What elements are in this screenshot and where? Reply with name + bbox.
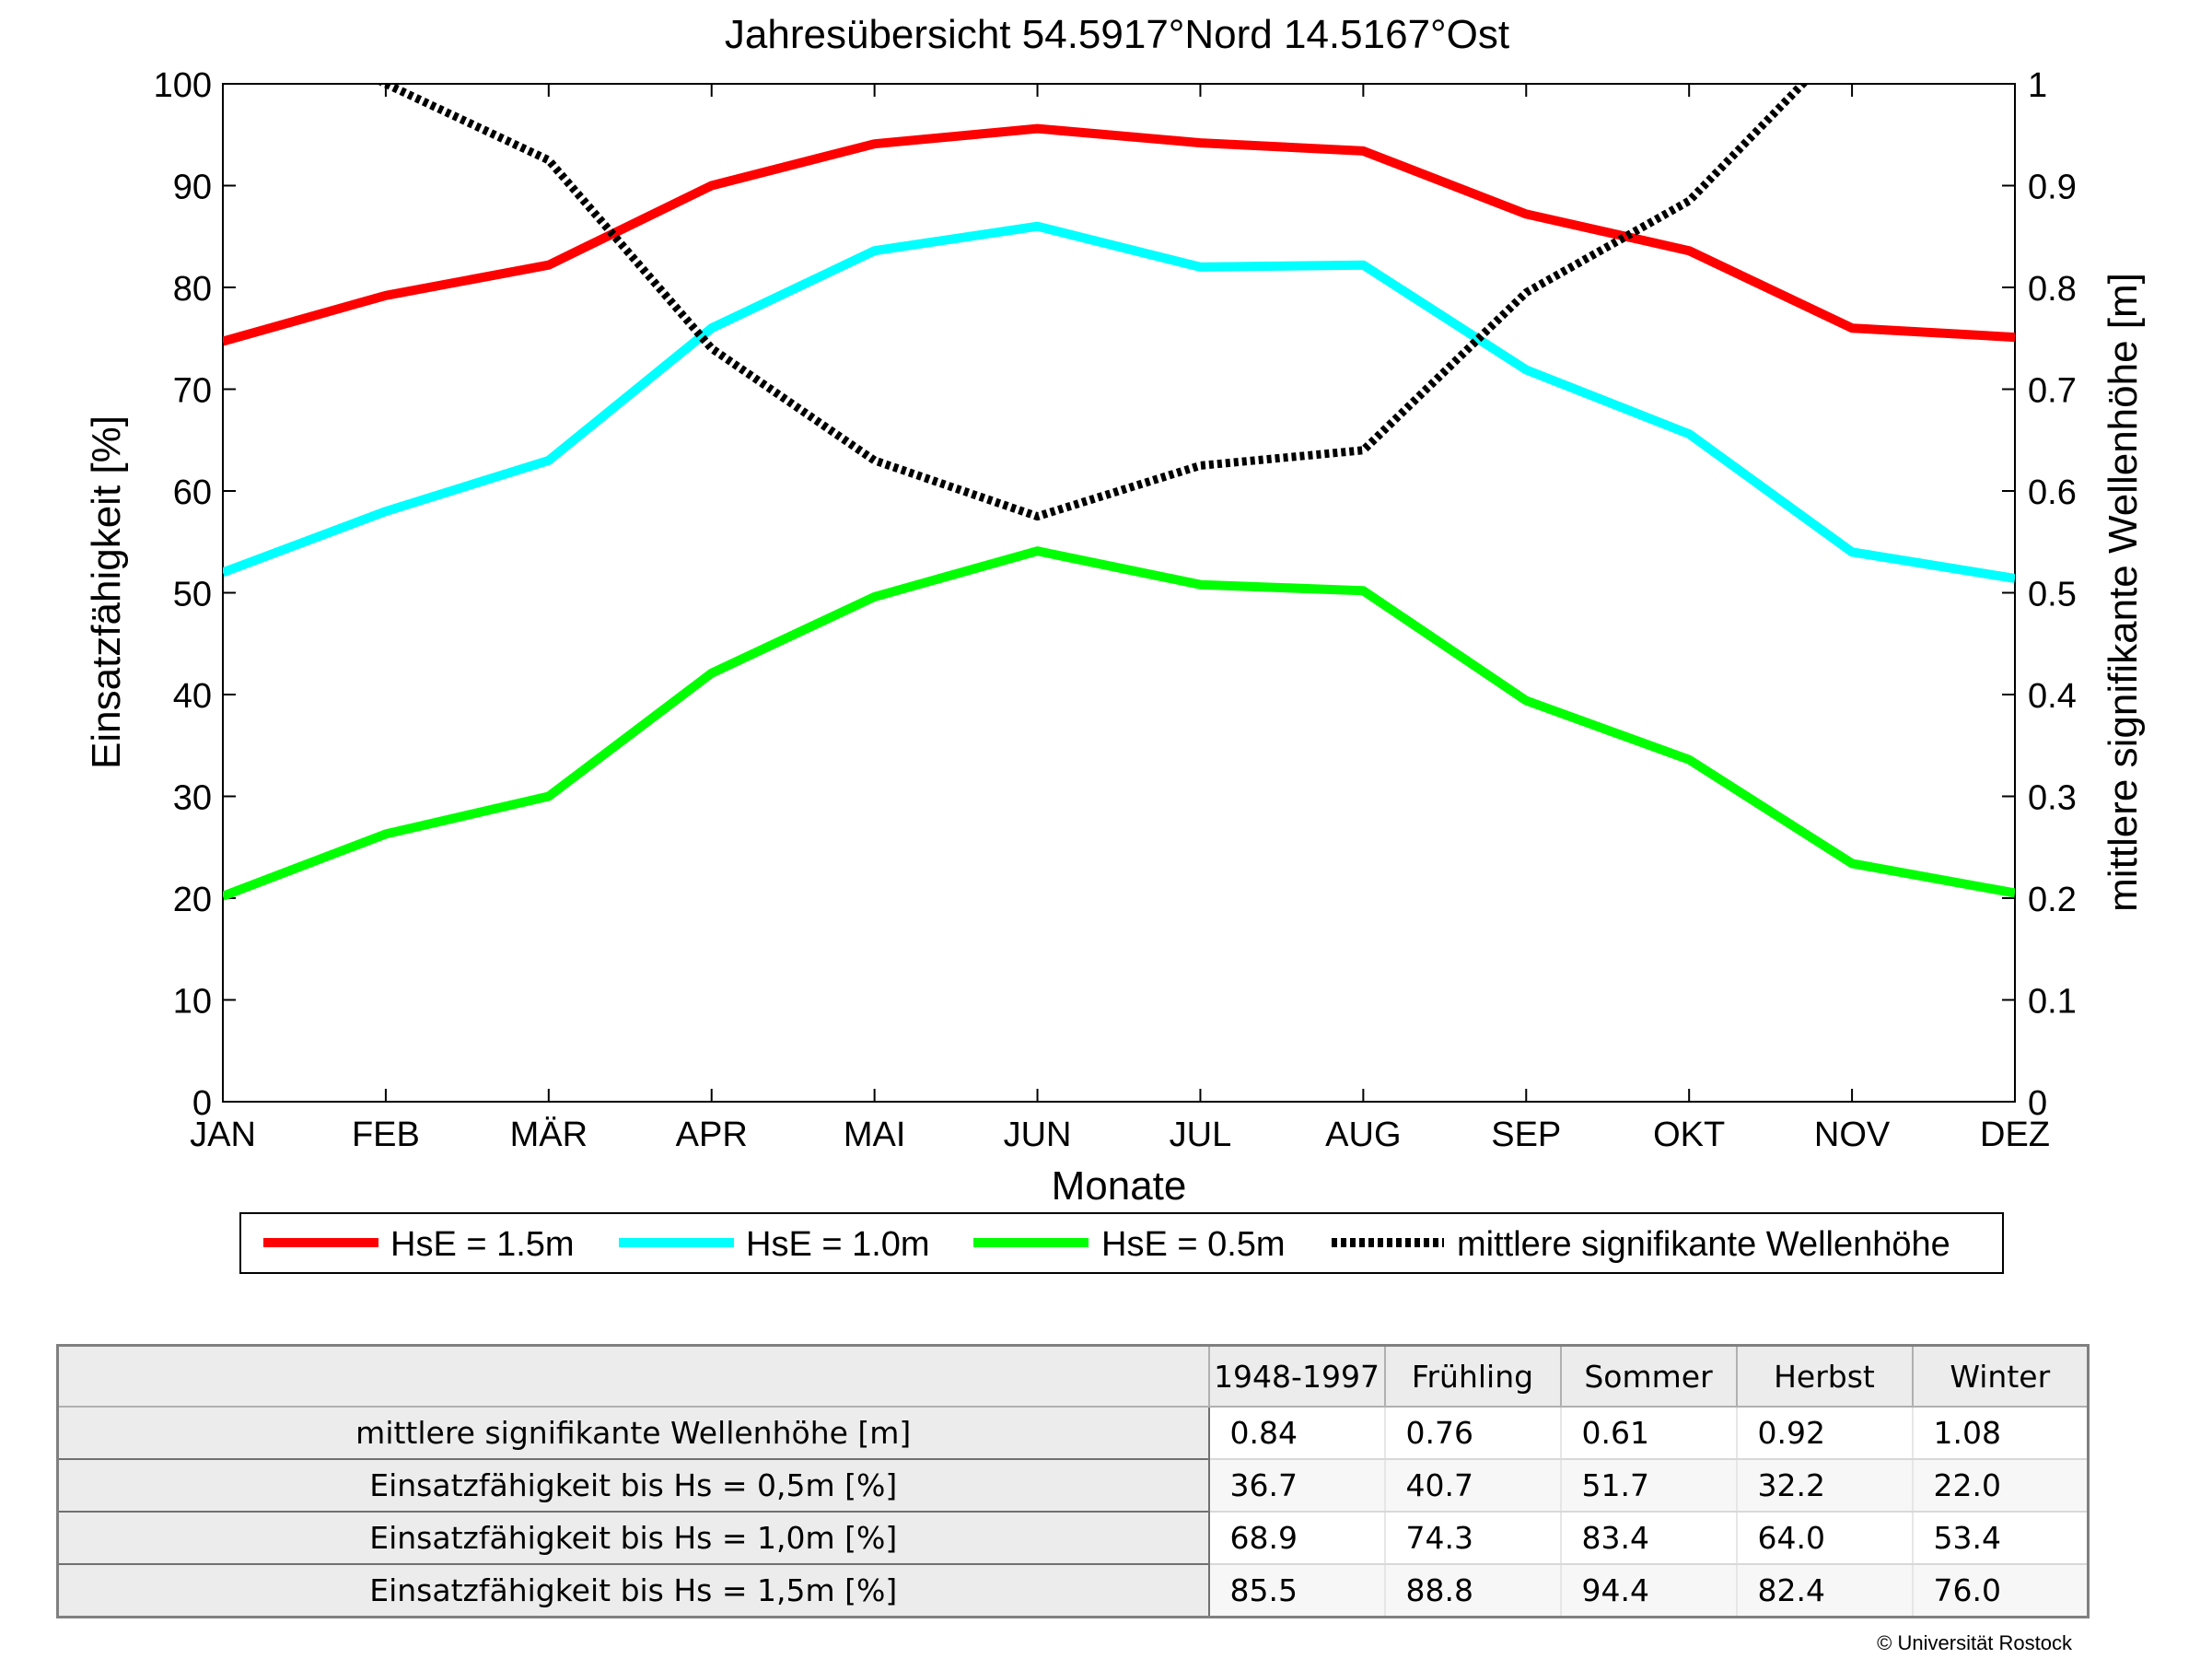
- table-cell: 68.9: [1208, 1512, 1386, 1565]
- x-tick-label: JUL: [1170, 1116, 1232, 1154]
- table-cell: 76.0: [1912, 1564, 2090, 1618]
- y-axis-right-label: mittlere signifikante Wellenhöhe [m]: [2101, 273, 2146, 912]
- series-line-3: [376, 84, 1809, 521]
- table-cell: 88.8: [1384, 1564, 1562, 1618]
- y-tick-label: 20: [173, 881, 212, 919]
- table-column-header: Herbst: [1735, 1344, 1914, 1408]
- table-cell: 0.76: [1384, 1407, 1562, 1460]
- y-tick-label: 40: [173, 677, 212, 716]
- table-header-row: 1948-1997 Frühling Sommer Herbst Winter: [56, 1344, 2090, 1408]
- table-cell: 32.2: [1736, 1459, 1914, 1513]
- y-tick-label: 50: [173, 576, 212, 614]
- x-tick-label: NOV: [1814, 1116, 1891, 1154]
- y-right-tick-label: 0.4: [2028, 677, 2077, 716]
- chart: Jahresübersicht 54.5917°Nord 14.5167°Ost…: [84, 12, 2146, 1274]
- series-line-0: [223, 123, 2015, 346]
- table-cell: 64.0: [1736, 1512, 1914, 1565]
- table-cell: 82.4: [1736, 1564, 1914, 1618]
- table-cell: 0.61: [1560, 1407, 1738, 1460]
- y-right-tick-label: 0.9: [2028, 169, 2077, 207]
- x-tick-label: DEZ: [1980, 1116, 2050, 1154]
- summary-table: 1948-1997 Frühling Sommer Herbst Winter …: [56, 1344, 2090, 1618]
- table-corner-cell: [56, 1344, 1210, 1408]
- x-tick-label: MAI: [844, 1116, 906, 1154]
- table-cell: 53.4: [1912, 1512, 2090, 1565]
- legend-label-hse-1-5: HsE = 1.5m: [390, 1225, 575, 1264]
- x-axis-label: Monate: [1052, 1163, 1187, 1209]
- table-row: Einsatzfähigkeit bis Hs = 1,5m [%] 85.5 …: [56, 1563, 2090, 1618]
- table-column-header: Winter: [1911, 1344, 2090, 1408]
- y-tick-label: 70: [173, 372, 212, 411]
- left-axis: 0 10 20 30 40 50 60 70 80 90 100: [154, 66, 2015, 1123]
- table-row: Einsatzfähigkeit bis Hs = 1,0m [%] 68.9 …: [56, 1511, 2090, 1565]
- legend-box: [239, 1212, 2004, 1274]
- table-cell: 0.92: [1736, 1407, 1914, 1460]
- series-layer: [223, 84, 2015, 901]
- table-row-header: mittlere signifikante Wellenhöhe [m]: [56, 1406, 1210, 1460]
- y-right-tick-label: 0.1: [2028, 983, 2077, 1022]
- table-column-header: 1948-1997: [1207, 1344, 1386, 1408]
- table-cell: 83.4: [1560, 1512, 1738, 1565]
- copyright-notice: © Universität Rostock: [1877, 1631, 2072, 1654]
- table-column-header: Sommer: [1559, 1344, 1738, 1408]
- table-column-header: Frühling: [1383, 1344, 1562, 1408]
- y-tick-label: 60: [173, 473, 212, 512]
- y-right-tick-label: 0.5: [2028, 576, 2077, 614]
- table-cell: 40.7: [1384, 1459, 1562, 1513]
- chart-title: Jahresübersicht 54.5917°Nord 14.5167°Ost: [725, 12, 1509, 57]
- y-axis-label: Einsatzfähigkeit [%]: [84, 415, 129, 769]
- series-line-2: [223, 546, 2015, 901]
- legend-label-wellenhoehe: mittlere signifikante Wellenhöhe: [1457, 1225, 1950, 1264]
- legend-label-hse-1-0: HsE = 1.0m: [746, 1225, 930, 1264]
- y-tick-label: 80: [173, 270, 212, 309]
- y-tick-label: 100: [154, 66, 212, 105]
- x-tick-label: FEB: [352, 1116, 420, 1154]
- y-right-tick-label: 0.2: [2028, 881, 2077, 919]
- x-tick-label: MÄR: [510, 1116, 588, 1154]
- x-axis: JAN FEB MÄR APR MAI JUN JUL AUG SEP OKT NOV DEZ: [190, 84, 2050, 1154]
- y-right-tick-label: 0.7: [2028, 372, 2077, 411]
- y-tick-label: 90: [173, 169, 212, 207]
- table-cell: 22.0: [1912, 1459, 2090, 1513]
- x-tick-label: OKT: [1653, 1116, 1725, 1154]
- y-right-tick-label: 0: [2028, 1084, 2047, 1123]
- table-cell: 36.7: [1208, 1459, 1386, 1513]
- legend: HsE = 1.5m HsE = 1.0m HsE = 0.5m mittler…: [239, 1212, 2004, 1274]
- table-cell: 94.4: [1560, 1564, 1738, 1618]
- table-row-header: Einsatzfähigkeit bis Hs = 0,5m [%]: [56, 1458, 1210, 1513]
- table-cell: 0.84: [1208, 1407, 1386, 1460]
- table-row: Einsatzfähigkeit bis Hs = 0,5m [%] 36.7 …: [56, 1458, 2090, 1513]
- y-right-tick-label: 1: [2028, 66, 2047, 105]
- table-row-header: Einsatzfähigkeit bis Hs = 1,5m [%]: [56, 1563, 1210, 1618]
- x-tick-label: JAN: [190, 1116, 256, 1154]
- table-row-header: Einsatzfähigkeit bis Hs = 1,0m [%]: [56, 1511, 1210, 1565]
- legend-label-hse-0-5: HsE = 0.5m: [1101, 1225, 1286, 1264]
- x-tick-label: APR: [676, 1116, 748, 1154]
- table-cell: 74.3: [1384, 1512, 1562, 1565]
- table-cell: 85.5: [1208, 1564, 1386, 1618]
- table-cell: 51.7: [1560, 1459, 1738, 1513]
- table-cell: 1.08: [1912, 1407, 2090, 1460]
- y-tick-label: 30: [173, 779, 212, 818]
- x-tick-label: JUN: [1004, 1116, 1072, 1154]
- y-tick-label: 0: [192, 1084, 212, 1123]
- table-row: mittlere signifikante Wellenhöhe [m] 0.8…: [56, 1406, 2090, 1460]
- y-right-tick-label: 0.8: [2028, 270, 2077, 309]
- y-tick-label: 10: [173, 983, 212, 1022]
- series-line-1: [223, 221, 2015, 583]
- x-tick-label: AUG: [1325, 1116, 1401, 1154]
- right-axis: 0 0.1 0.2 0.3 0.4 0.5 0.6 0.7 0.8 0.9 1: [2028, 66, 2077, 1123]
- x-tick-label: SEP: [1491, 1116, 1561, 1154]
- y-right-tick-label: 0.6: [2028, 473, 2077, 512]
- plot-area: [222, 83, 2016, 1103]
- y-right-tick-label: 0.3: [2028, 779, 2077, 818]
